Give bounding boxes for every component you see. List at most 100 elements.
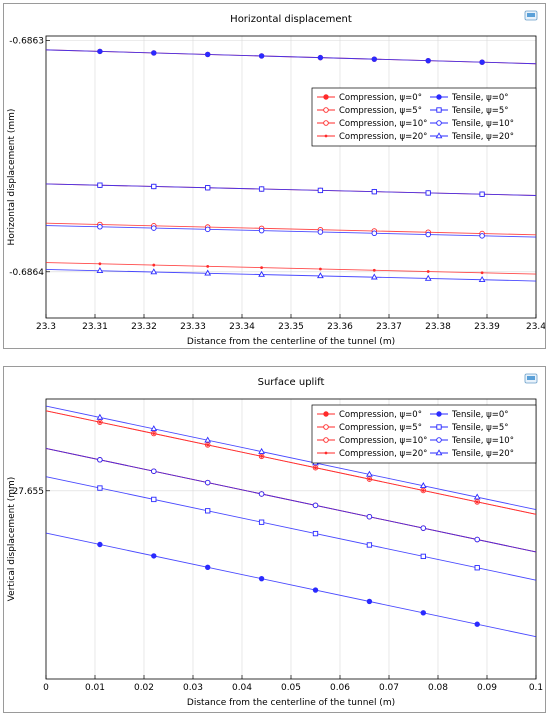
legend-label: Tensile, ψ=0° bbox=[451, 93, 509, 103]
x-tick-label: 23.37 bbox=[376, 322, 402, 332]
series-line bbox=[45, 447, 537, 553]
legend: Compression, ψ=0° Compression, ψ=5° Compre… bbox=[311, 404, 537, 464]
data-point bbox=[258, 53, 265, 59]
data-point bbox=[426, 270, 430, 273]
data-point bbox=[204, 436, 212, 443]
legend-marker bbox=[323, 120, 329, 126]
data-point bbox=[258, 575, 265, 582]
x-tick-label: 23.36 bbox=[327, 322, 353, 332]
legend-marker bbox=[436, 424, 442, 430]
legend-label: Tensile, ψ=20° bbox=[451, 449, 514, 459]
data-point bbox=[366, 542, 373, 548]
x-axis-label: Distance from the centerline of the tunn… bbox=[187, 337, 395, 347]
y-tick-label: -0.6864 bbox=[9, 268, 44, 278]
series-line bbox=[45, 269, 537, 282]
x-tick-label: 23.4 bbox=[526, 322, 545, 332]
data-point bbox=[151, 468, 157, 474]
series-tensile-psi-10deg bbox=[45, 447, 537, 553]
legend-marker bbox=[323, 437, 329, 443]
legend-box bbox=[311, 404, 537, 464]
x-tick-label: 0.03 bbox=[183, 683, 203, 693]
legend-marker bbox=[436, 107, 442, 113]
data-point bbox=[96, 267, 104, 273]
data-point bbox=[425, 190, 431, 196]
data-point bbox=[370, 273, 378, 280]
data-point bbox=[366, 598, 373, 605]
x-tick-label: 23.33 bbox=[180, 322, 206, 332]
legend-label: Compression, ψ=5° bbox=[339, 106, 422, 116]
legend-marker bbox=[436, 437, 442, 443]
data-point bbox=[151, 50, 157, 56]
horizontal-displacement-chart: Horizontal displacement 23.3 23.31 23.32 23.… bbox=[7, 10, 545, 347]
x-tick-label: 0.02 bbox=[134, 683, 154, 693]
chart-title: Horizontal displacement bbox=[230, 14, 352, 25]
data-point bbox=[366, 513, 373, 520]
plot-settings-icon[interactable] bbox=[524, 373, 538, 384]
legend-marker bbox=[323, 411, 329, 417]
data-point bbox=[151, 183, 157, 190]
data-point bbox=[260, 454, 263, 458]
x-tick-label: 0.08 bbox=[428, 683, 448, 693]
series-compression-psi-20deg bbox=[45, 262, 537, 275]
plot-settings-icon[interactable] bbox=[524, 10, 538, 21]
legend-entry-compression-psi-20deg: Compression, ψ=20° bbox=[317, 449, 427, 459]
legend-entry-tensile-psi-5deg: Tensile, ψ=5° bbox=[430, 106, 509, 116]
legend-label: Compression, ψ=5° bbox=[339, 423, 422, 433]
series-tensile-psi-10deg bbox=[45, 224, 537, 239]
data-point bbox=[312, 587, 319, 593]
legend-label: Compression, ψ=10° bbox=[339, 436, 427, 446]
grid bbox=[45, 36, 537, 318]
data-point bbox=[98, 420, 102, 424]
data-point bbox=[425, 57, 431, 64]
legend-entry-compression-psi-10deg: Compression, ψ=10° bbox=[317, 436, 427, 446]
data-point bbox=[258, 227, 265, 234]
data-point bbox=[420, 525, 427, 531]
series-line bbox=[45, 262, 537, 275]
data-point bbox=[258, 519, 265, 525]
data-point bbox=[206, 264, 210, 268]
legend-marker bbox=[323, 107, 329, 113]
legend-entry-compression-psi-20deg: Compression, ψ=20° bbox=[317, 132, 427, 142]
data-point bbox=[152, 432, 156, 435]
y-axis-label: Horizontal displacement (mm) bbox=[7, 109, 17, 246]
legend-entry-tensile-psi-0deg: Tensile, ψ=0° bbox=[430, 410, 509, 420]
series-line bbox=[45, 410, 537, 515]
data-point bbox=[474, 621, 480, 627]
data-point bbox=[204, 226, 211, 233]
legend-entry-compression-psi-10deg: Compression, ψ=10° bbox=[317, 119, 427, 129]
data-point bbox=[479, 233, 485, 239]
x-axis-label: Distance from the centerline of the tunn… bbox=[187, 698, 395, 708]
legend-label: Compression, ψ=0° bbox=[339, 93, 422, 103]
data-point bbox=[368, 477, 371, 481]
data-point bbox=[421, 489, 425, 492]
x-tick-label: 0.07 bbox=[379, 683, 399, 693]
x-tick-label: 23.35 bbox=[278, 322, 304, 332]
legend-label: Tensile, ψ=20° bbox=[451, 132, 514, 142]
legend: Compression, ψ=0° Compression, ψ=5° Compre… bbox=[311, 87, 537, 147]
data-point bbox=[97, 457, 103, 463]
data-point bbox=[474, 565, 480, 571]
legend-entry-compression-psi-5deg: Compression, ψ=5° bbox=[317, 423, 422, 433]
legend-label: Tensile, ψ=5° bbox=[451, 106, 509, 116]
legend-label: Compression, ψ=10° bbox=[339, 119, 427, 129]
plot-settings-icon-screen bbox=[527, 376, 535, 380]
data-point bbox=[424, 274, 432, 281]
surface-uplift-panel: Surface uplift 0 0.01 0.02 0.03 0.04 0.05 0.06 0… bbox=[3, 366, 546, 713]
data-point bbox=[151, 496, 157, 503]
legend-entry-tensile-psi-20deg: Tensile, ψ=20° bbox=[430, 132, 514, 142]
data-point bbox=[151, 553, 157, 559]
legend-label: Compression, ψ=20° bbox=[339, 132, 427, 142]
legend-label: Tensile, ψ=10° bbox=[451, 436, 514, 446]
data-point bbox=[419, 482, 427, 489]
x-tick-label: 23.32 bbox=[131, 322, 157, 332]
series-tensile-psi-0deg bbox=[45, 48, 537, 65]
data-point bbox=[204, 51, 211, 58]
data-point bbox=[97, 48, 103, 55]
legend-entry-compression-psi-5deg: Compression, ψ=5° bbox=[317, 106, 422, 116]
legend-marker bbox=[324, 451, 328, 455]
legend-label: Tensile, ψ=5° bbox=[451, 423, 509, 433]
surface-uplift-chart: Surface uplift 0 0.01 0.02 0.03 0.04 0.05 0.06 0… bbox=[7, 373, 543, 708]
data-point bbox=[258, 491, 265, 497]
series-line bbox=[45, 49, 537, 65]
series-line bbox=[45, 225, 537, 238]
